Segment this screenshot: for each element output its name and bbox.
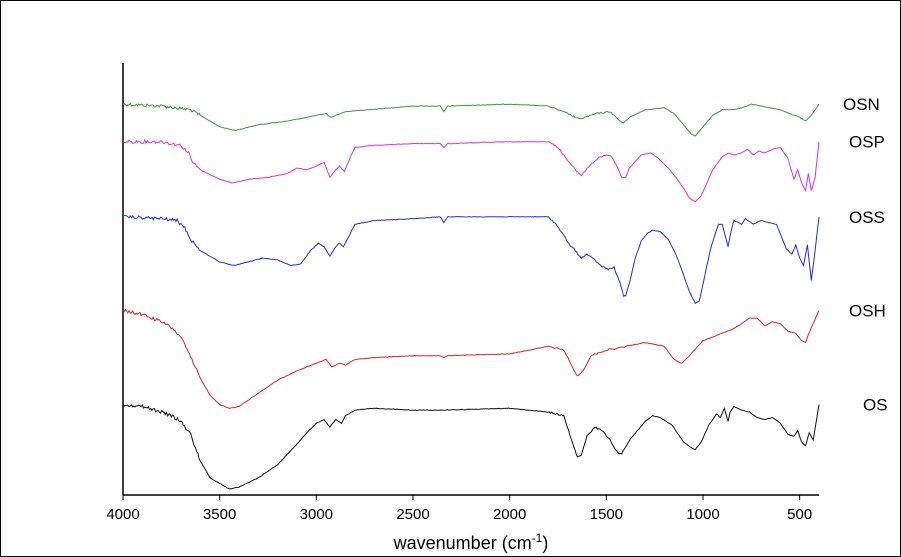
x-axis-ticks: 4000 3500 3000 2500 2000 1500 1000 500 xyxy=(106,495,812,523)
series-label-osh: OSH xyxy=(849,302,886,321)
series-line-oss xyxy=(123,214,820,305)
x-axis-title: wavenumber (cm-1) xyxy=(393,531,549,553)
series-label-osn: OSN xyxy=(843,95,880,114)
x-tick-label: 1000 xyxy=(686,506,719,523)
series-label-osp: OSP xyxy=(849,133,885,152)
x-tick-label: 3000 xyxy=(300,506,333,523)
series-label-oss: OSS xyxy=(849,208,885,227)
series-line-osh xyxy=(122,308,820,409)
series-line-osn xyxy=(122,102,820,137)
x-tick-label: 4000 xyxy=(106,506,139,523)
series-label-os: OS xyxy=(863,396,888,415)
x-tick-label: 1500 xyxy=(590,506,623,523)
x-tick-label: 3500 xyxy=(203,506,236,523)
x-tick-label: 500 xyxy=(787,506,812,523)
series-line-os xyxy=(122,403,820,490)
series-group xyxy=(122,102,820,490)
x-tick-label: 2500 xyxy=(396,506,429,523)
series-labels: OSN OSP OSS OSH OS xyxy=(843,95,888,414)
x-tick-label: 2000 xyxy=(493,506,526,523)
series-line-osp xyxy=(122,138,820,203)
